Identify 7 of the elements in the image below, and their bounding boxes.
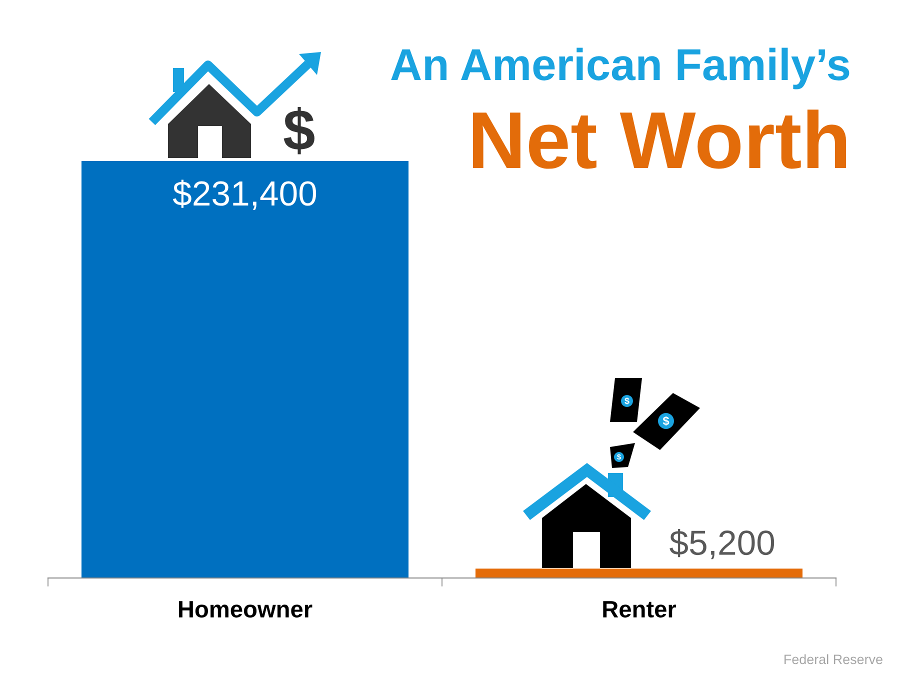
x-tick-label: Homeowner	[179, 601, 312, 618]
data-label: $5,200	[670, 529, 774, 560]
x-tick-label: Renter	[603, 601, 676, 618]
chart-subtitle: Net Worth	[473, 110, 846, 169]
text: Federal Reserve	[784, 654, 882, 664]
data-label: $231,400	[172, 180, 316, 210]
chart-title: An American Family’s	[391, 48, 850, 90]
